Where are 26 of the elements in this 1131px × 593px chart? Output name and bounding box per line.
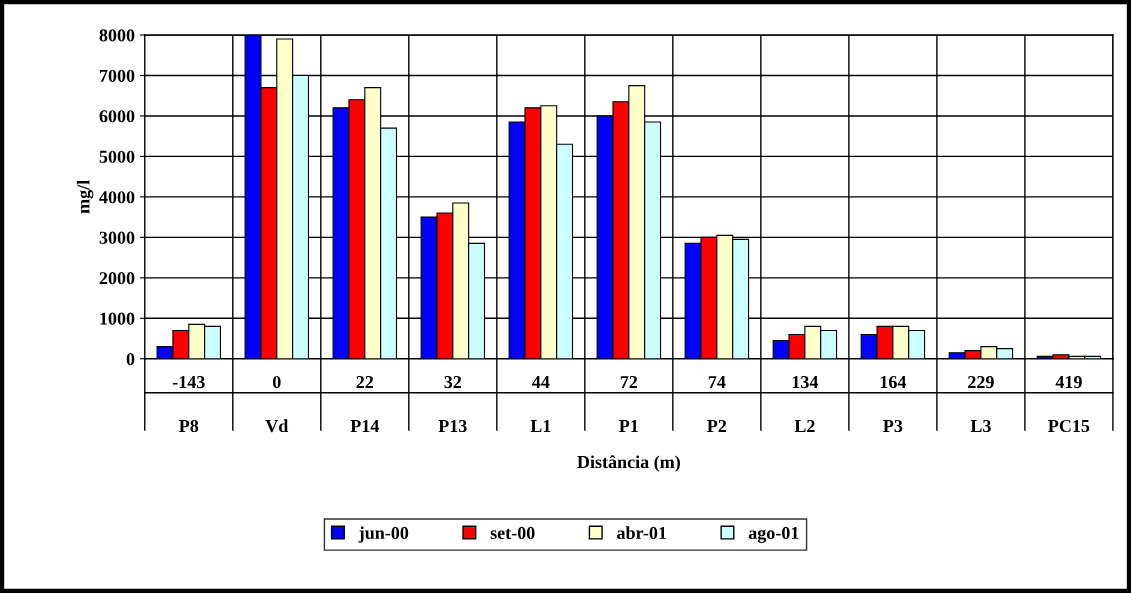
- category-label: 229 L3: [968, 376, 994, 433]
- legend-label: ago-01: [748, 526, 799, 543]
- category-label: 22 P14: [350, 376, 380, 432]
- y-tick-label: 0: [126, 353, 135, 366]
- y-tick-label: 2000: [99, 272, 135, 285]
- legend-label: jun-00: [358, 526, 409, 543]
- category-label: 134 L2: [792, 376, 819, 432]
- category-label: 72 P1: [619, 376, 638, 432]
- category-label: 32 P13: [438, 376, 467, 433]
- category-label: 0 Vd: [265, 375, 289, 433]
- y-axis-title: mg/l: [76, 180, 94, 214]
- legend-label: abr-01: [617, 526, 667, 540]
- y-tick-label: 6000: [99, 110, 135, 123]
- y-tick-label: 8000: [99, 29, 135, 42]
- y-tick-label: 7000: [99, 69, 135, 82]
- legend-label: set-00: [490, 526, 535, 540]
- y-tick-label: 1000: [100, 312, 135, 325]
- y-tick-label: 4000: [99, 191, 135, 204]
- category-label: 44 L1: [530, 376, 551, 432]
- y-tick-label: 5000: [99, 150, 135, 163]
- y-tick-label: 3000: [99, 231, 135, 244]
- category-label: -143 P8: [172, 376, 205, 433]
- category-label: 164 P3: [880, 376, 907, 433]
- category-label: 74 P2: [707, 376, 727, 432]
- category-label: 419 PC15: [1048, 376, 1090, 433]
- x-axis-title: Distância (m): [577, 455, 680, 472]
